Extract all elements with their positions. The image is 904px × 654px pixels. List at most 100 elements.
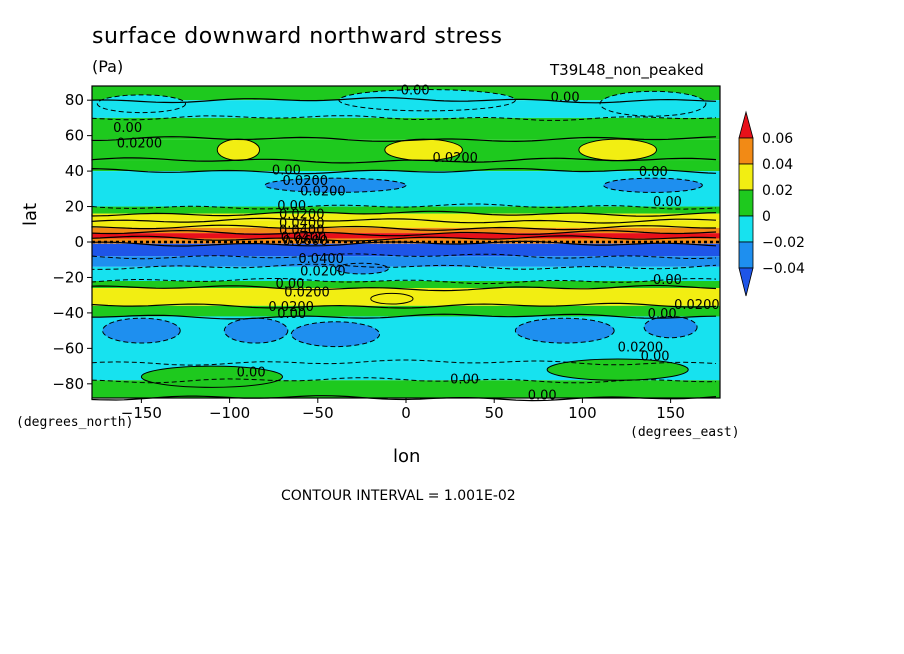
colorbar-bottom-arrow bbox=[738, 267, 754, 297]
y-tick-label-0: −80 bbox=[52, 375, 84, 393]
lat-band-12 bbox=[92, 243, 720, 257]
region-patch-15 bbox=[546, 358, 689, 381]
contour-line-9 bbox=[91, 229, 717, 237]
contour-line-7 bbox=[91, 217, 717, 224]
contour-label-2: 0.00 bbox=[113, 121, 142, 136]
contour-label-23: 0.00 bbox=[277, 307, 306, 322]
contour-line-6 bbox=[91, 210, 717, 217]
contour-line-15 bbox=[91, 284, 717, 292]
lat-band-9 bbox=[92, 227, 720, 234]
contour-label-10: 0.00 bbox=[277, 199, 306, 214]
contour-label-26: 0.00 bbox=[641, 349, 670, 364]
contour-label-11: 0.0200 bbox=[279, 208, 325, 223]
contour-label-6: 0.0200 bbox=[283, 174, 329, 189]
colorbar-box-5 bbox=[738, 241, 754, 269]
contour-label-28: 0.00 bbox=[450, 373, 479, 388]
plot-axes: −150 −100 −50 0 50 100 150 −80 −60 −40 −20 0 20 40 60 8… bbox=[52, 85, 721, 422]
y-tick-label-6: 40 bbox=[65, 162, 84, 180]
region-patch-11 bbox=[223, 317, 289, 344]
region-patch-10 bbox=[102, 317, 181, 344]
colorbar-box-1 bbox=[738, 137, 754, 165]
contour-label-21: 0.0200 bbox=[268, 300, 314, 315]
colorbar-box-2 bbox=[738, 163, 754, 191]
chart-title: surface downward northward stress bbox=[92, 24, 503, 49]
contour-label-8: 0.0200 bbox=[300, 185, 346, 200]
contour-line-0 bbox=[91, 96, 717, 104]
region-patch-5 bbox=[578, 138, 657, 161]
x-tick-label-2: −50 bbox=[302, 404, 334, 422]
contour-label-12: 0.0400 bbox=[279, 217, 325, 232]
contour-line-10 bbox=[91, 235, 717, 242]
colorbar-label-5: −0.04 bbox=[762, 261, 805, 277]
lat-band-18 bbox=[92, 316, 720, 363]
x-tick-label-5: 100 bbox=[568, 404, 597, 422]
region-patch-2 bbox=[96, 94, 186, 114]
colorbar-label-4: −0.02 bbox=[762, 235, 805, 251]
contour-label-18: 0.00 bbox=[653, 273, 682, 288]
region-patch-1 bbox=[599, 90, 707, 117]
contour-lines bbox=[91, 96, 720, 402]
region-patch-13 bbox=[514, 317, 615, 344]
units-label: (Pa) bbox=[92, 57, 124, 76]
y-tick-label-3: −20 bbox=[52, 268, 84, 286]
contour-line-1 bbox=[91, 115, 717, 121]
contour-label-19: 0.00 bbox=[275, 277, 304, 292]
contour-label-25: 0.0200 bbox=[618, 341, 664, 356]
x-tick-label-4: 50 bbox=[485, 404, 504, 422]
x-axis-label: lon bbox=[393, 446, 421, 467]
contour-line-16 bbox=[91, 302, 717, 309]
contour-label-3: 0.0200 bbox=[117, 137, 162, 152]
contour-line-8 bbox=[91, 224, 716, 231]
y-tick-label-5: 20 bbox=[65, 198, 84, 216]
contour-label-15: 0.0600 bbox=[283, 234, 329, 249]
contour-label-22: 0.0200 bbox=[674, 298, 720, 313]
colorbar-label-3: 0 bbox=[762, 209, 771, 225]
contour-line-17 bbox=[91, 313, 717, 320]
y-tick-label-2: −40 bbox=[52, 304, 84, 322]
contour-label-1: 0.00 bbox=[551, 91, 580, 106]
contour-line-3 bbox=[91, 157, 717, 164]
contour-labels: 0.00 0.000.000.02000.02000.000.02000.000.… bbox=[113, 84, 719, 404]
x-tick-label-0: −150 bbox=[121, 404, 162, 422]
region-patch-7 bbox=[264, 177, 407, 193]
x-tick-label-3: 0 bbox=[401, 404, 411, 422]
contour-label-0: 0.00 bbox=[401, 84, 430, 99]
contour-line-13 bbox=[91, 263, 717, 270]
colorbar-label-2: 0.02 bbox=[762, 183, 793, 199]
lat-band-17 bbox=[92, 305, 720, 317]
colorbar-box-3 bbox=[738, 189, 754, 217]
y-tick-label-1: −60 bbox=[52, 339, 84, 357]
y-tick-label-8: 80 bbox=[65, 91, 84, 109]
x-tick-label-1: −100 bbox=[209, 404, 250, 422]
region-patch-12 bbox=[290, 321, 381, 348]
contour-fills bbox=[92, 86, 720, 398]
lat-band-4 bbox=[92, 160, 720, 172]
colorbar-label-0: 0.06 bbox=[762, 131, 793, 147]
contour-label-16: 0.0400 bbox=[298, 252, 344, 267]
x-units-label: (degrees_east) bbox=[630, 425, 740, 440]
y-units-label: (degrees_north) bbox=[16, 415, 134, 430]
lat-band-8 bbox=[92, 220, 720, 228]
lat-band-13 bbox=[92, 256, 720, 267]
contour-label-4: 0.0200 bbox=[432, 151, 478, 166]
colorbar-box-4 bbox=[738, 215, 754, 243]
region-patch-14 bbox=[643, 315, 698, 339]
y-axis-label: lat bbox=[20, 202, 41, 226]
contour-label-7: 0.00 bbox=[639, 165, 668, 180]
contour-label-24: 0.00 bbox=[648, 307, 677, 322]
contour-line-19 bbox=[91, 377, 717, 384]
contour-line-5 bbox=[91, 203, 717, 210]
contour-line-2 bbox=[91, 136, 717, 143]
contour-line-12 bbox=[91, 253, 717, 260]
contour-line-14 bbox=[91, 278, 717, 285]
colorbar: 0.06 0.04 0.02 0 −0.02 −0.04 bbox=[738, 110, 805, 297]
contour-label-29: 0.00 bbox=[528, 388, 557, 403]
region-patch-3 bbox=[216, 138, 261, 161]
lat-band-14 bbox=[92, 266, 720, 281]
colorbar-label-1: 0.04 bbox=[762, 157, 793, 173]
contour-label-27: 0.00 bbox=[237, 365, 266, 380]
contour-line-18 bbox=[91, 359, 717, 366]
contour-label-5: 0.00 bbox=[272, 163, 301, 178]
